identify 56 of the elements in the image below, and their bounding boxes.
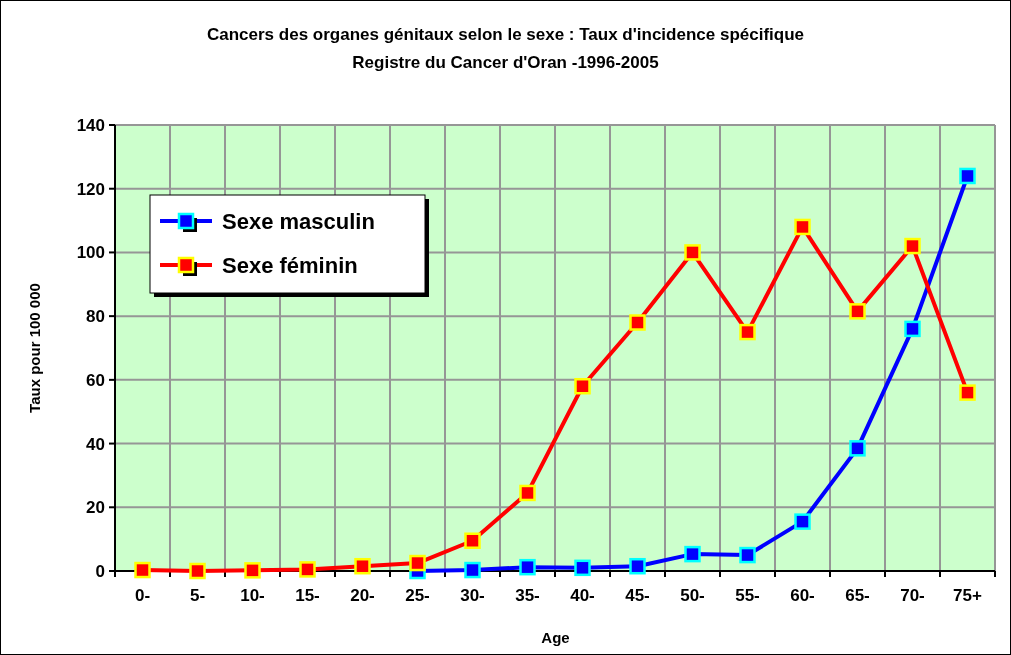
point <box>794 218 811 236</box>
x-tick-label: 45- <box>625 586 650 605</box>
y-tick-label: 100 <box>76 243 105 263</box>
y-axis-title: Taux pour 100 000 <box>26 283 43 413</box>
x-tick-label: 0- <box>134 586 151 605</box>
point <box>464 532 481 549</box>
x-tick-label: 60- <box>790 586 815 605</box>
point <box>904 237 921 255</box>
point <box>299 561 316 578</box>
chart-subtitle: Registre du Cancer d'Oran -1996-2005 <box>352 53 659 72</box>
point <box>959 384 976 401</box>
point <box>739 323 756 341</box>
point <box>629 557 646 575</box>
y-tick-label: 80 <box>86 307 105 327</box>
x-tick-label: 30- <box>460 586 485 605</box>
y-tick-label: 0 <box>95 561 105 581</box>
x-tick-label: 75+ <box>953 586 982 605</box>
x-tick-label: 55- <box>735 586 760 605</box>
point <box>849 440 866 457</box>
x-tick-label: 40- <box>570 586 595 605</box>
y-tick-label: 40 <box>86 434 105 454</box>
point <box>849 303 866 320</box>
chart-title: Cancers des organes génitaux selon le sexe : Taux d'incidence spécifique <box>206 25 805 44</box>
y-tick-label: 140 <box>76 115 105 135</box>
point <box>684 244 701 261</box>
point <box>684 545 701 563</box>
point <box>904 320 921 338</box>
point <box>519 558 536 576</box>
point <box>959 167 976 185</box>
x-tick-label: 20- <box>350 586 375 605</box>
point <box>464 561 481 579</box>
point <box>354 557 371 575</box>
x-tick-label: 35- <box>515 586 540 605</box>
legend-label: Sexe masculin <box>222 208 375 234</box>
point <box>134 561 151 579</box>
x-axis-title: Age <box>541 629 570 646</box>
y-tick-label: 60 <box>86 370 105 390</box>
x-tick-label: 25- <box>405 586 430 605</box>
point <box>574 377 591 395</box>
legend-label: Sexe féminin <box>222 252 358 278</box>
y-tick-label: 120 <box>76 179 105 199</box>
point <box>409 554 426 572</box>
x-tick-label: 10- <box>240 586 265 605</box>
x-tick-label: 5- <box>189 586 206 605</box>
x-tick-label: 70- <box>900 586 925 605</box>
point <box>794 513 811 530</box>
point <box>519 484 536 502</box>
y-tick-label: 20 <box>86 498 105 518</box>
point <box>629 314 646 331</box>
point <box>244 562 261 579</box>
point <box>189 562 206 580</box>
point <box>574 559 591 577</box>
x-tick-label: 65- <box>845 586 870 605</box>
x-tick-label: 50- <box>680 586 705 605</box>
point <box>739 546 756 564</box>
x-tick-label: 15- <box>295 586 320 605</box>
